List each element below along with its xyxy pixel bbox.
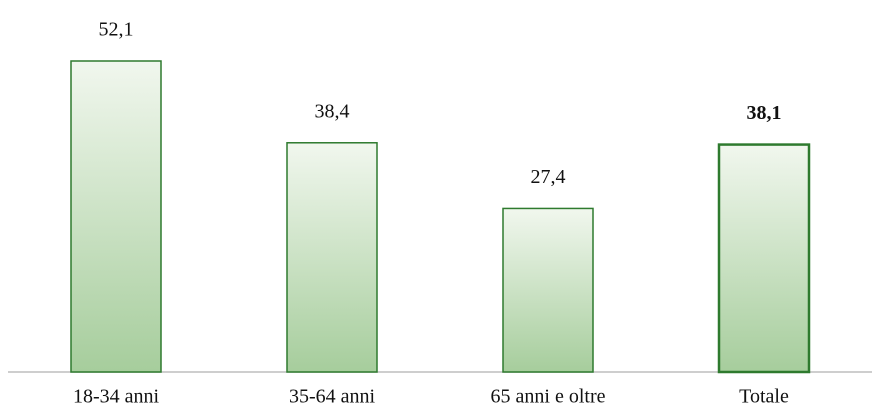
bar [286,142,378,373]
bar [70,60,162,373]
x-tick-label: 65 anni e oltre [491,386,606,408]
value-label: 38,4 [315,100,350,122]
x-tick-label: 35-64 anni [289,386,376,408]
value-label: 52,1 [99,19,134,41]
bar [717,143,811,374]
value-label: 38,1 [747,102,782,124]
x-tick-label: Totale [739,386,789,408]
value-label: 27,4 [531,166,566,188]
x-tick-label: 18-34 anni [73,386,160,408]
bar [502,207,594,373]
